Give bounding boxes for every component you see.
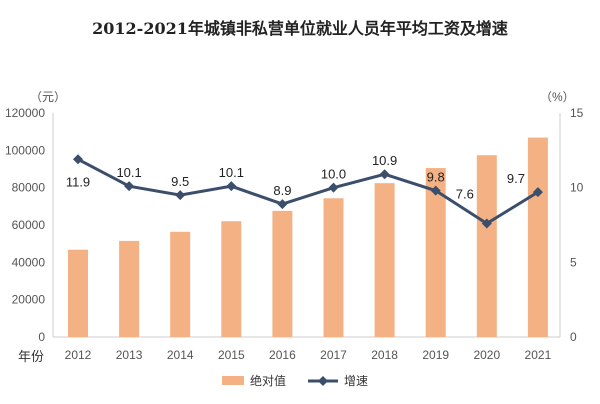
x-tick-label: 2014 bbox=[167, 348, 194, 362]
right-tick-label: 5 bbox=[570, 255, 577, 269]
growth-marker bbox=[226, 181, 237, 192]
x-tick-label: 2020 bbox=[473, 348, 500, 362]
right-tick-label: 10 bbox=[570, 181, 584, 195]
bar bbox=[68, 249, 88, 337]
x-tick-label: 2016 bbox=[269, 348, 296, 362]
growth-marker bbox=[532, 187, 543, 198]
growth-data-label: 9.7 bbox=[507, 171, 525, 186]
growth-marker bbox=[175, 190, 186, 201]
chart-title: 2012-2021年城镇非私营单位就业人员年平均工资及增速 bbox=[92, 19, 508, 38]
growth-data-label: 10.1 bbox=[116, 165, 141, 180]
legend: 绝对值 增速 bbox=[222, 373, 368, 388]
x-tick-label: 2019 bbox=[422, 348, 449, 362]
right-tick-label: 0 bbox=[570, 330, 577, 344]
growth-data-label: 10.1 bbox=[219, 165, 244, 180]
legend-bar-label: 绝对值 bbox=[250, 373, 286, 388]
growth-marker bbox=[328, 182, 339, 193]
bar bbox=[323, 198, 344, 337]
left-tick-label: 120000 bbox=[5, 106, 45, 120]
growth-data-label: 11.9 bbox=[66, 174, 90, 189]
growth-marker bbox=[379, 169, 390, 180]
x-tick-label: 2015 bbox=[218, 348, 245, 362]
x-tick-label: 2021 bbox=[525, 348, 552, 362]
growth-data-label: 9.8 bbox=[427, 170, 445, 185]
left-tick-label: 20000 bbox=[12, 293, 46, 307]
legend-line-marker bbox=[318, 376, 328, 386]
left-tick-label: 0 bbox=[38, 330, 45, 344]
growth-data-label: 8.9 bbox=[273, 183, 291, 198]
legend-bar-swatch bbox=[222, 376, 244, 385]
growth-marker bbox=[481, 218, 492, 229]
x-tick-label: 2013 bbox=[116, 348, 143, 362]
growth-data-label: 10.9 bbox=[372, 153, 397, 168]
left-tick-label: 100000 bbox=[5, 143, 45, 157]
bar bbox=[476, 155, 497, 337]
growth-data-label: 7.6 bbox=[456, 187, 474, 202]
growth-marker bbox=[430, 185, 441, 196]
bar bbox=[221, 221, 242, 337]
growth-marker bbox=[124, 181, 135, 192]
bar bbox=[425, 168, 446, 337]
bar bbox=[374, 183, 395, 337]
left-tick-label: 60000 bbox=[12, 218, 46, 232]
left-tick-label: 80000 bbox=[12, 181, 46, 195]
legend-line-label: 增速 bbox=[344, 374, 368, 388]
x-tick-label: 2018 bbox=[371, 348, 398, 362]
bar bbox=[119, 240, 140, 337]
left-axis-unit: （元） bbox=[30, 90, 66, 104]
x-tick-label: 2012 bbox=[65, 348, 92, 362]
growth-marker bbox=[73, 154, 83, 165]
growth-line bbox=[77, 157, 539, 226]
bar bbox=[527, 137, 548, 337]
left-tick-label: 40000 bbox=[12, 255, 46, 269]
growth-marker bbox=[277, 199, 288, 210]
right-tick-label: 15 bbox=[570, 106, 584, 120]
x-axis-label: 年份 bbox=[18, 349, 44, 364]
x-tick-label: 2017 bbox=[320, 348, 347, 362]
bar bbox=[272, 210, 293, 337]
growth-data-label: 9.5 bbox=[171, 174, 189, 189]
growth-data-label: 10.0 bbox=[321, 167, 346, 182]
right-axis-unit: （%） bbox=[540, 90, 575, 104]
bar bbox=[170, 231, 191, 337]
